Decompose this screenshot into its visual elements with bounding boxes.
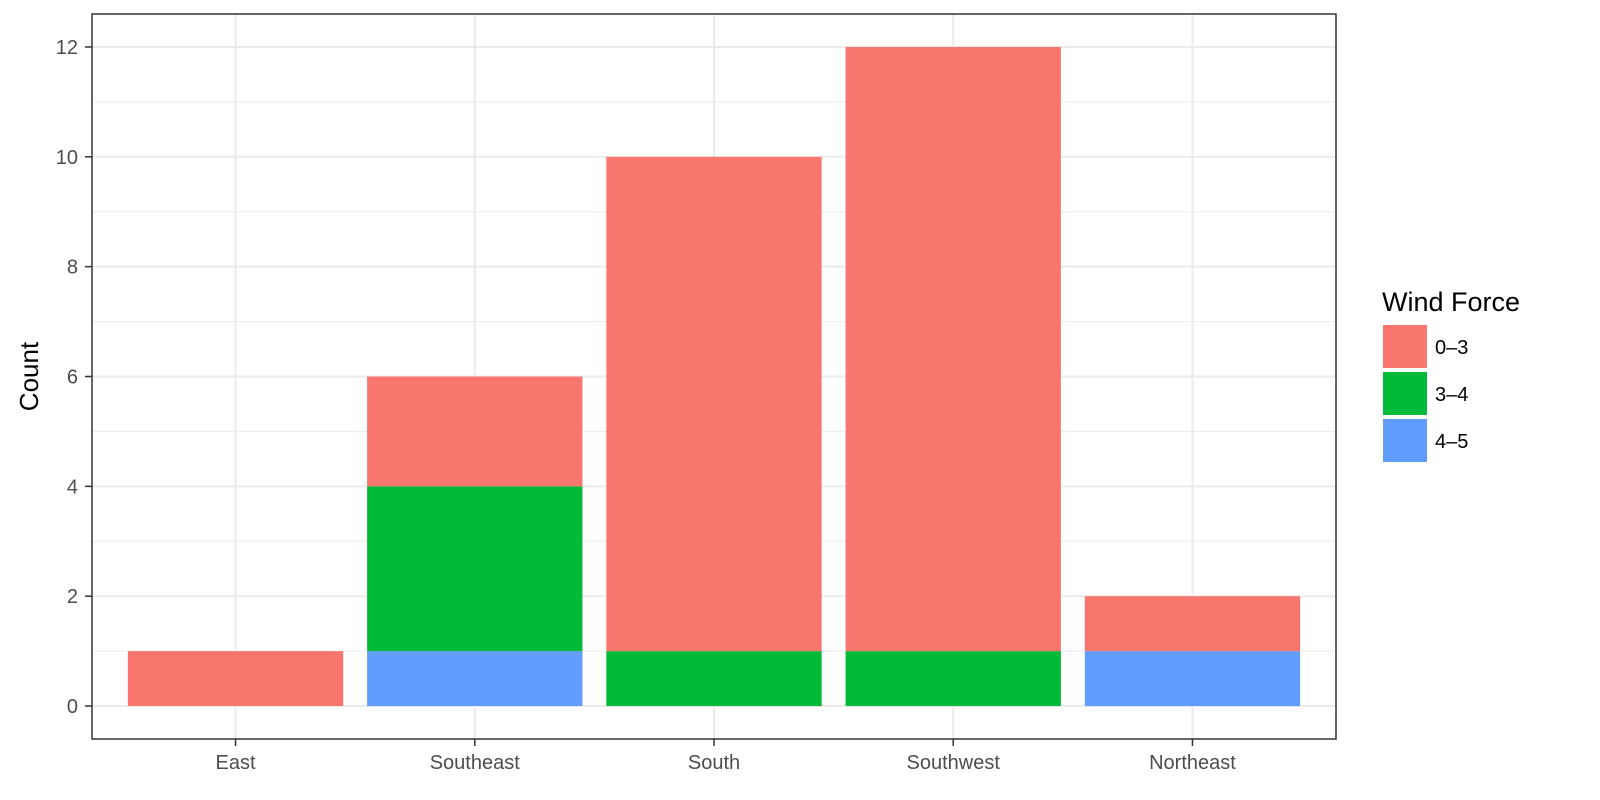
bar-south-0–3 (606, 156, 822, 652)
legend-label: 4–5 (1435, 431, 1468, 453)
bar-southwest-0–3 (845, 46, 1061, 652)
y-tick-label: 2 (67, 586, 78, 608)
bars (127, 46, 1301, 707)
y-tick-label: 6 (67, 367, 78, 389)
y-tick-label: 12 (56, 37, 78, 59)
y-tick-label: 10 (56, 147, 78, 169)
y-tick-label: 4 (67, 476, 78, 498)
bar-southeast-3–4 (367, 486, 583, 652)
y-axis-title: Count (14, 341, 44, 411)
bar-east-0–3 (127, 651, 344, 707)
bar-south-3–4 (606, 651, 822, 707)
bar-northeast-4–5 (1084, 651, 1301, 707)
bar-southeast-4–5 (367, 651, 583, 707)
bar-southeast-0–3 (367, 376, 583, 487)
x-axis: East Southeast South Southwest Northeast (216, 739, 1236, 774)
y-tick-label: 8 (67, 257, 78, 279)
y-tick-label: 0 (67, 696, 78, 718)
y-axis: 0 2 4 6 8 10 12 (56, 37, 92, 718)
legend-label: 3–4 (1435, 384, 1468, 406)
bar-southwest-3–4 (845, 651, 1061, 707)
x-tick-label: East (216, 752, 256, 774)
bar-northeast-0–3 (1084, 596, 1301, 652)
legend-swatch (1383, 419, 1427, 462)
x-tick-label: Southeast (430, 752, 521, 774)
x-tick-label: South (688, 752, 740, 774)
legend-title: Wind Force (1382, 287, 1520, 317)
x-tick-label: Southwest (907, 752, 1001, 774)
legend-swatch (1383, 325, 1427, 368)
x-tick-label: Northeast (1149, 752, 1236, 774)
legend-swatch (1383, 372, 1427, 415)
legend: Wind Force 0–3 3–4 4–5 (1382, 287, 1520, 462)
legend-label: 0–3 (1435, 337, 1468, 359)
